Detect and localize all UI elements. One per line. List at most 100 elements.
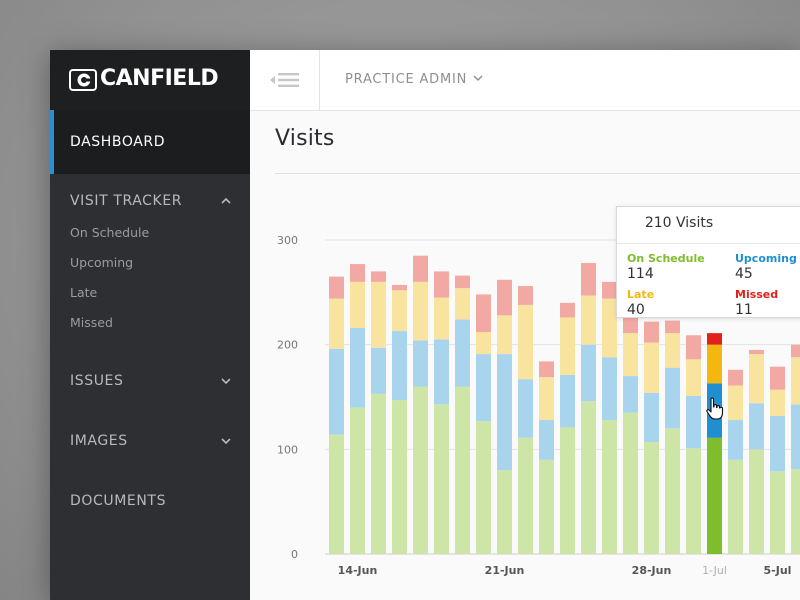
sub-item-missed[interactable]: Missed <box>70 315 113 330</box>
chart-bar-segment <box>665 367 680 429</box>
chart-bar-segment <box>539 459 554 554</box>
chart-bar-segment <box>602 357 617 421</box>
title-divider <box>275 173 800 174</box>
chart-bar-segment <box>476 421 491 554</box>
chart-bar-segment <box>560 302 575 318</box>
chart-bar-segment <box>476 354 491 422</box>
chart-bar-segment <box>791 344 800 358</box>
chart-bar-segment <box>602 298 617 358</box>
chart-bar-segment <box>434 271 449 298</box>
tooltip-late-value: 40 <box>627 302 645 318</box>
chart-bar-segment <box>770 471 785 554</box>
top-bar: PRACTICE ADMIN <box>250 50 800 111</box>
chart-bar-segment <box>455 288 470 320</box>
chart-tooltip: 210 Visits On Schedule 114 Upcoming 45 L… <box>616 206 800 318</box>
chart-bar-segment <box>434 297 449 340</box>
nav-visit-tracker[interactable]: VISIT TRACKER <box>50 184 250 220</box>
chart-bar-segment <box>749 449 764 554</box>
tooltip-missed-value: 11 <box>735 302 753 318</box>
chart-bar-segment <box>749 403 764 450</box>
chart-bar-segment <box>518 286 533 305</box>
chevron-up-icon <box>221 197 231 204</box>
active-indicator <box>50 110 54 174</box>
sub-item-upcoming[interactable]: Upcoming <box>70 255 134 270</box>
chart-bar-segment <box>665 320 680 334</box>
chart-bar-segment <box>497 279 512 316</box>
chart-bar-segment <box>707 344 722 384</box>
chart-bar-segment <box>560 375 575 428</box>
chart-bar-segment <box>392 290 407 332</box>
menu-toggle-button[interactable] <box>250 50 320 110</box>
chart-bar-segment <box>413 340 428 387</box>
chart-bar-segment <box>350 327 365 408</box>
chart-bar-segment <box>581 401 596 554</box>
chart-bar-segment <box>497 315 512 355</box>
chart-bar-segment <box>770 366 785 390</box>
chart-bar-segment <box>560 317 575 376</box>
nav-documents[interactable]: DOCUMENTS <box>50 484 250 520</box>
tooltip-missed-label: Missed <box>735 288 779 301</box>
chart-bar-segment <box>791 357 800 405</box>
nav-images[interactable]: IMAGES <box>50 424 250 460</box>
y-tick-label: 0 <box>291 548 298 561</box>
chart-bar-segment <box>770 389 785 416</box>
tooltip-title: 210 Visits <box>644 215 714 231</box>
nav-images-label: IMAGES <box>70 433 128 449</box>
chart-bar-segment <box>350 281 365 328</box>
chart-bar-segment <box>329 298 344 349</box>
tooltip-upcoming-value: 45 <box>735 266 753 282</box>
tooltip-on-schedule-label: On Schedule <box>627 252 705 265</box>
chart-bar-segment <box>476 294 491 333</box>
visits-chart: 0 100 200 300 14-Jun 21-Jun 28-Jun 1-Jul 5-Jul <box>277 234 800 577</box>
chart-bar-segment <box>665 333 680 368</box>
chart-bar-segment <box>686 359 701 396</box>
canfield-logo-icon <box>69 69 97 91</box>
chart-bar-segment <box>497 470 512 554</box>
practice-selector[interactable]: PRACTICE ADMIN <box>345 72 483 87</box>
sub-item-late[interactable]: Late <box>70 285 98 300</box>
chart-bar-segment <box>728 420 743 460</box>
sub-item-on-schedule[interactable]: On Schedule <box>70 225 150 240</box>
chart-bar-segment <box>707 333 722 345</box>
chart-bar-segment <box>791 404 800 470</box>
hand-cursor-icon <box>706 397 724 420</box>
chart-bar-segment <box>329 348 344 435</box>
chart-bar-segment <box>413 281 428 341</box>
brand-logo[interactable]: CANFIELD <box>50 50 250 110</box>
tooltip-divider <box>617 243 800 244</box>
x-tick-label: 21-Jun <box>485 564 525 577</box>
chart-bar-segment <box>329 434 344 554</box>
chart-bar-segment <box>497 354 512 471</box>
x-tick-label: 28-Jun <box>632 564 672 577</box>
chart-bar-segment <box>539 377 554 421</box>
chart-bar-segment <box>644 342 659 393</box>
sidebar: CANFIELD DASHBOARD VISIT TRACKER On Sche… <box>50 50 250 600</box>
chart-bar-segment <box>371 271 386 282</box>
chart-bar-segment <box>728 369 743 386</box>
chart-bar-segment <box>665 428 680 554</box>
chart-bar-segment <box>518 304 533 380</box>
nav-issues[interactable]: ISSUES <box>50 364 250 400</box>
x-tick-label: 14-Jun <box>338 564 378 577</box>
page-title: Visits <box>275 126 335 151</box>
chart-bar-segment <box>581 263 596 296</box>
chart-bar-segment <box>518 379 533 438</box>
chart-bar-segment <box>518 437 533 554</box>
chart-bar-segment <box>539 420 554 460</box>
tooltip-late-label: Late <box>627 288 655 301</box>
chevron-down-icon <box>221 378 231 385</box>
chart-bar-segment <box>539 361 554 378</box>
chart-bar-segment <box>728 385 743 421</box>
chart-bar-segment <box>749 349 764 355</box>
chart-bar-segment <box>413 386 428 554</box>
nav-issues-label: ISSUES <box>70 373 124 389</box>
chart-bar-segment <box>476 332 491 355</box>
chart-bar-segment <box>602 420 617 554</box>
x-tick-label: 1-Jul <box>702 564 727 577</box>
nav-dashboard[interactable]: DASHBOARD <box>50 110 250 174</box>
nav-visit-tracker-label: VISIT TRACKER <box>70 193 183 209</box>
chart-bar-segment <box>560 427 575 554</box>
chart-bar-segment <box>581 295 596 345</box>
chart-bar-segment <box>392 285 407 291</box>
chart-bar-segment <box>455 275 470 289</box>
